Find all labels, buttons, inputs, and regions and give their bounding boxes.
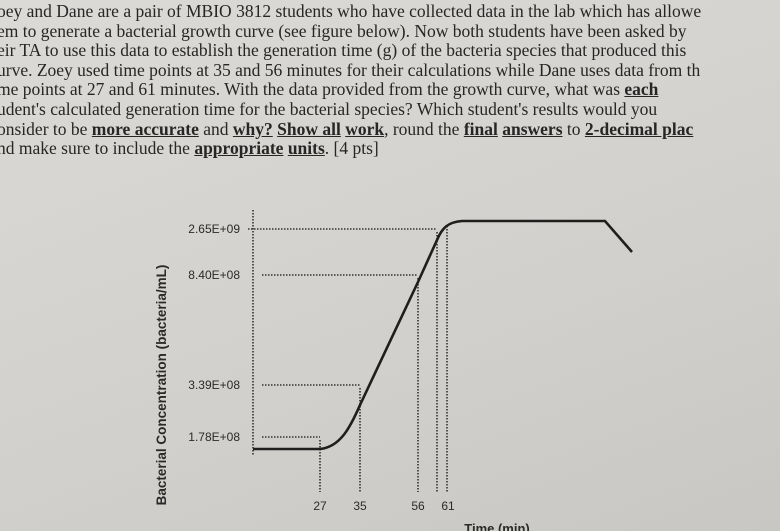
text-segment: , round the (384, 118, 464, 139)
emphasized-text: appropriate (194, 138, 284, 159)
text-segment: em to generate a bacterial growth curve … (0, 20, 687, 41)
text-segment: urve. Zoey used time points at 35 and 56… (0, 59, 701, 80)
text-segment: udent's calculated generation time for t… (0, 98, 658, 119)
text-line: em to generate a bacterial growth curve … (0, 20, 780, 42)
emphasized-text: Show all (277, 118, 341, 139)
text-segment: nd make sure to include the (0, 138, 195, 159)
text-line: urve. Zoey used time points at 35 and 56… (0, 59, 780, 81)
question-text: oey and Dane are a pair of MBIO 3812 stu… (0, 1, 780, 159)
text-line: oey and Dane are a pair of MBIO 3812 stu… (0, 1, 780, 22)
guide-lines (248, 210, 448, 492)
emphasized-text: final (463, 118, 498, 139)
x-label: 61 (441, 499, 455, 513)
text-segment: and (198, 118, 233, 139)
text-segment: onsider to be (0, 118, 92, 139)
growth-curve (253, 219, 633, 451)
text-segment: to (562, 118, 585, 139)
y-label: 3.39E+08 (188, 378, 240, 392)
y-label: 1.78E+08 (188, 430, 240, 444)
text-line: udent's calculated generation time for t… (0, 98, 780, 120)
emphasized-text: why? (232, 118, 273, 139)
emphasized-text: units (287, 138, 325, 159)
emphasized-text: 2-decimal plac (584, 118, 694, 139)
emphasized-text: each (624, 79, 659, 100)
text-line: me points at 27 and 61 minutes. With the… (0, 80, 780, 100)
emphasized-text: work (345, 118, 385, 139)
x-axis-title: Time (min) (464, 521, 530, 531)
text-segment: oey and Dane are a pair of MBIO 3812 stu… (0, 1, 702, 21)
text-line: nd make sure to include the appropriate … (0, 138, 780, 159)
x-label: 27 (313, 499, 327, 513)
vertical-guides (319, 226, 448, 492)
x-label: 35 (353, 499, 367, 513)
text-segment: . [4 pts] (324, 138, 379, 159)
text-segment: me points at 27 and 61 minutes. With the… (0, 79, 625, 100)
horizontal-guides (248, 228, 437, 438)
x-label: 56 (411, 499, 425, 513)
text-line: onsider to be more accurate and why? Sho… (0, 118, 780, 140)
text-segment: eir TA to use this data to establish the… (0, 40, 687, 61)
y-axis-title: Bacterial Concentration (bacteria/mL) (154, 265, 169, 506)
emphasized-text: answers (502, 118, 563, 139)
y-label: 8.40E+08 (188, 268, 240, 282)
y-label: 2.65E+09 (188, 222, 240, 236)
text-line: eir TA to use this data to establish the… (0, 40, 780, 61)
emphasized-text: more accurate (91, 118, 199, 139)
